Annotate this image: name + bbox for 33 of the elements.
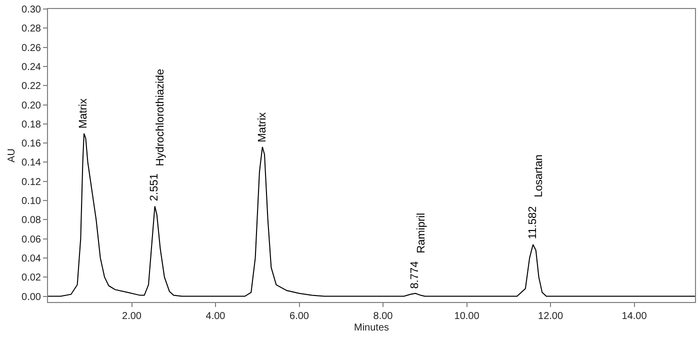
x-tick-label: 10.00 bbox=[454, 311, 480, 322]
annotation: 8.774 bbox=[409, 261, 422, 289]
x-tick-label: 8.00 bbox=[373, 311, 394, 322]
x-tick-label: 4.00 bbox=[206, 311, 226, 322]
y-tick-label: 0.14 bbox=[22, 158, 42, 169]
x-tick-label: 12.00 bbox=[538, 311, 564, 322]
annotation: Ramipril bbox=[416, 212, 428, 254]
annotation: Losartan bbox=[532, 154, 545, 198]
y-tick-label: 0.22 bbox=[22, 81, 42, 92]
x-axis-title: Minutes bbox=[354, 322, 390, 334]
y-tick-label: 0.28 bbox=[22, 24, 42, 35]
x-tick-label: 6.00 bbox=[290, 311, 310, 322]
y-tick-label: 0.00 bbox=[22, 292, 42, 303]
y-tick-label: 0.02 bbox=[22, 272, 42, 284]
x-tick-label: 14.00 bbox=[622, 311, 648, 322]
y-axis-title: AU bbox=[6, 148, 18, 162]
y-tick-label: 0.26 bbox=[22, 42, 42, 54]
x-tick-label: 2.00 bbox=[122, 311, 142, 322]
y-tick-label: 0.04 bbox=[22, 253, 42, 264]
annotation: 2.551 bbox=[148, 174, 161, 202]
y-tick-label: 0.24 bbox=[22, 62, 42, 73]
y-tick-label: 0.20 bbox=[22, 100, 42, 112]
annotation: 11.582 bbox=[526, 206, 539, 240]
annotation: Hydrochlorothiazide bbox=[154, 68, 167, 166]
y-tick-label: 0.08 bbox=[22, 215, 42, 226]
annotation: Matrix bbox=[256, 112, 269, 142]
y-tick-label: 0.18 bbox=[22, 119, 42, 130]
y-tick-label: 0.06 bbox=[22, 234, 42, 246]
y-tick-label: 0.30 bbox=[22, 4, 42, 16]
y-tick-label: 0.12 bbox=[22, 176, 42, 188]
y-tick-label: 0.16 bbox=[22, 138, 42, 150]
annotation: Matrix bbox=[78, 98, 90, 128]
y-tick-label: 0.10 bbox=[22, 196, 42, 207]
